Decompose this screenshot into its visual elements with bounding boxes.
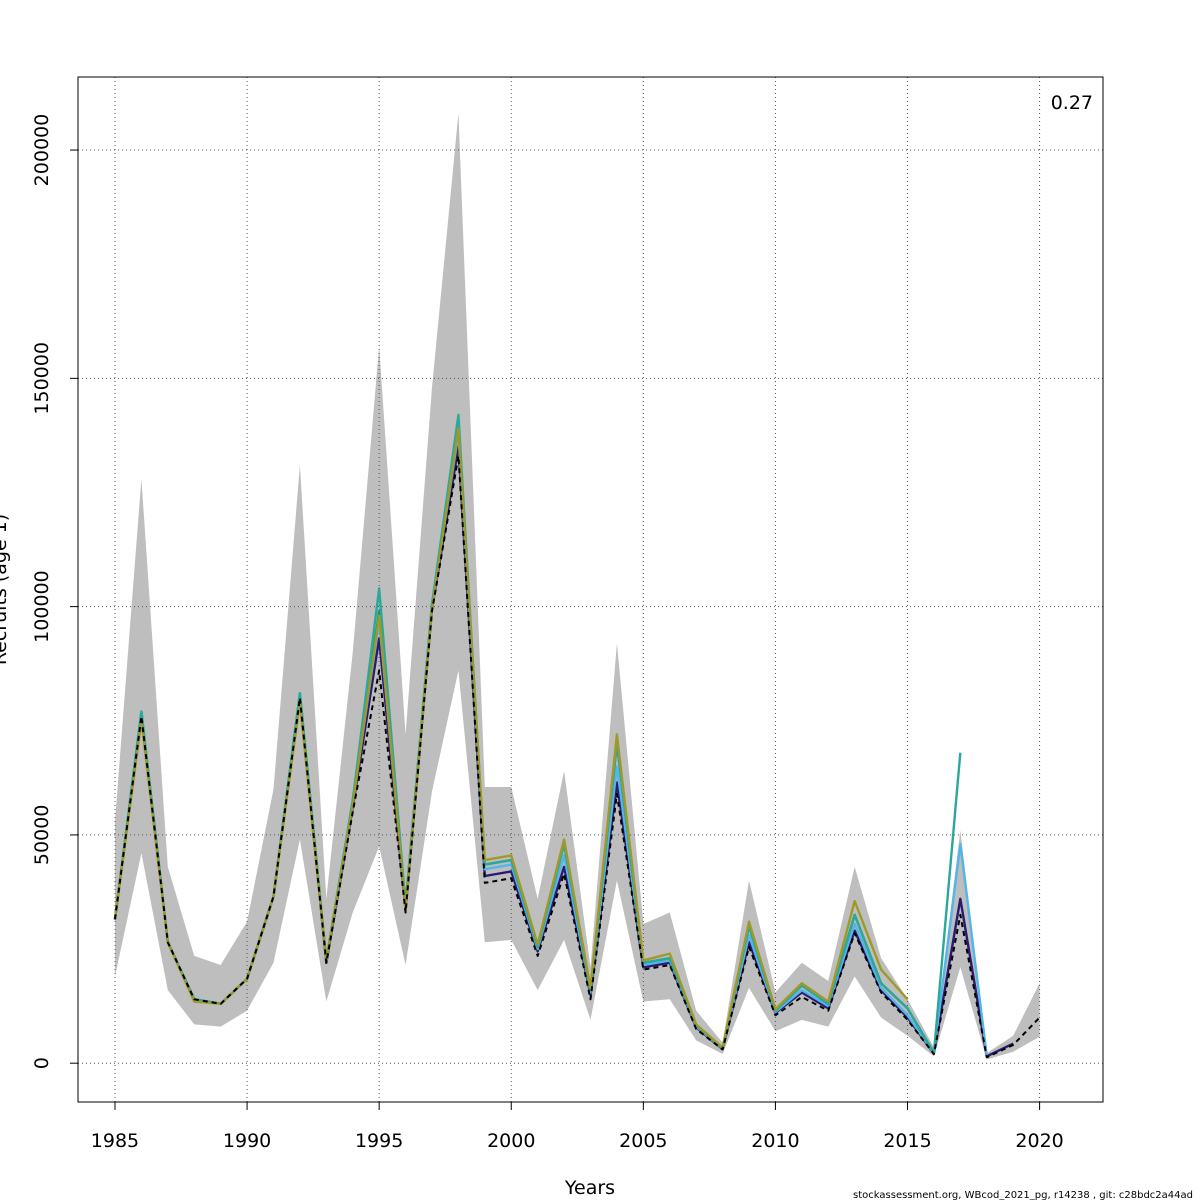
x-tick-label: 2005 (619, 1130, 667, 1152)
y-tick-label: 200000 (31, 114, 53, 187)
y-axis: 0 50000 100000 150000 200000 (31, 114, 78, 1069)
x-tick-label: 1995 (355, 1130, 403, 1152)
confidence-band-layer (114, 113, 1040, 1060)
x-axis-title: Years (564, 1177, 615, 1199)
plot-frame (77, 76, 1104, 1103)
x-tick-label: 2015 (883, 1130, 931, 1152)
confidence-band (114, 113, 1040, 1060)
x-tick-label: 2010 (751, 1130, 799, 1152)
x-tick-label: 1985 (91, 1130, 139, 1152)
x-tick-label: 2020 (1015, 1130, 1063, 1152)
footer-credit: stockassessment.org, WBcod_2021_pg, r142… (853, 1190, 1193, 1200)
y-tick-label: 100000 (31, 570, 53, 643)
x-tick-label: 2000 (487, 1130, 535, 1152)
y-axis-title: Recruits (age 1) (0, 514, 11, 665)
x-tick-label: 1990 (223, 1130, 271, 1152)
x-axis: 1985 1990 1995 2000 2005 2010 2015 2020 (91, 1102, 1064, 1152)
corner-label: 0.27 (1051, 92, 1093, 114)
y-tick-label: 0 (31, 1057, 53, 1069)
series-line-1 (113, 454, 1041, 1059)
y-tick-label: 150000 (31, 342, 53, 415)
series-lines-layer (113, 413, 1041, 1059)
y-tick-label: 50000 (31, 805, 53, 865)
